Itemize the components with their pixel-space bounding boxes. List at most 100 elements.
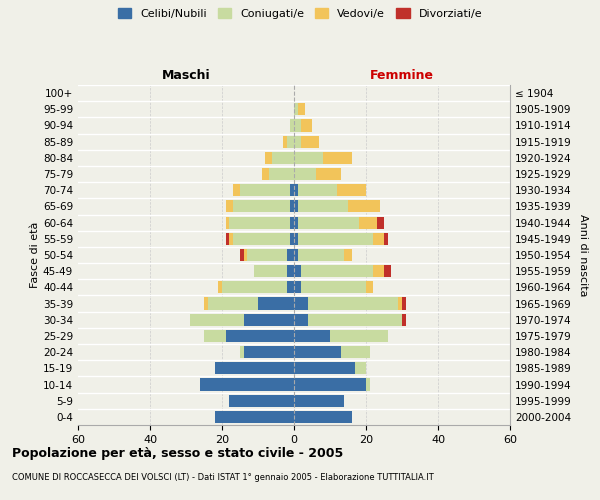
Bar [218,282,222,294]
Bar [366,378,370,390]
Bar [366,282,373,294]
Bar [287,249,294,261]
Bar [301,265,373,278]
Bar [215,411,294,423]
Bar [294,168,316,180]
Bar [294,378,366,390]
Bar [308,298,398,310]
Bar [294,346,341,358]
Bar [200,378,294,390]
Bar [384,232,388,245]
Bar [298,216,359,228]
Bar [215,362,294,374]
Bar [294,265,301,278]
Bar [233,200,290,212]
Bar [298,249,344,261]
Bar [298,200,348,212]
Legend: Celibi/Nubili, Coniugati/e, Vedovi/e, Divorziati/e: Celibi/Nubili, Coniugati/e, Vedovi/e, Di… [116,6,484,21]
Bar [402,314,406,326]
Bar [204,298,208,310]
Bar [262,168,269,180]
Bar [244,346,294,358]
Bar [290,120,294,132]
Bar [287,265,294,278]
Bar [294,232,298,245]
Text: COMUNE DI ROCCASECCA DEI VOLSCI (LT) - Dati ISTAT 1° gennaio 2005 - Elaborazione: COMUNE DI ROCCASECCA DEI VOLSCI (LT) - D… [12,472,434,482]
Bar [244,249,247,261]
Bar [294,200,298,212]
Bar [222,282,287,294]
Bar [287,282,294,294]
Bar [287,136,294,147]
Bar [294,330,330,342]
Bar [226,232,229,245]
Bar [294,394,344,407]
Bar [226,216,229,228]
Bar [298,184,337,196]
Bar [294,298,308,310]
Bar [398,298,402,310]
Bar [294,282,301,294]
Bar [294,184,298,196]
Bar [226,200,233,212]
Bar [290,184,294,196]
Bar [229,232,233,245]
Bar [226,330,294,342]
Bar [254,265,287,278]
Bar [272,152,294,164]
Bar [290,200,294,212]
Bar [301,136,319,147]
Bar [301,282,366,294]
Bar [258,298,294,310]
Bar [294,152,323,164]
Bar [247,249,287,261]
Bar [294,216,298,228]
Bar [294,120,301,132]
Bar [290,216,294,228]
Bar [298,232,373,245]
Bar [294,314,308,326]
Y-axis label: Fasce di età: Fasce di età [30,222,40,288]
Bar [269,168,294,180]
Bar [294,249,298,261]
Bar [290,232,294,245]
Bar [294,362,355,374]
Bar [377,216,384,228]
Bar [265,152,272,164]
Bar [294,103,298,116]
Bar [233,184,240,196]
Bar [323,152,352,164]
Bar [240,249,244,261]
Bar [240,184,290,196]
Text: Popolazione per età, sesso e stato civile - 2005: Popolazione per età, sesso e stato civil… [12,448,343,460]
Bar [373,265,384,278]
Bar [373,232,384,245]
Bar [190,314,244,326]
Bar [294,136,301,147]
Bar [348,200,380,212]
Bar [344,249,352,261]
Bar [355,362,366,374]
Bar [204,330,226,342]
Bar [298,103,305,116]
Bar [240,346,244,358]
Bar [244,314,294,326]
Bar [384,265,391,278]
Bar [283,136,287,147]
Bar [359,216,377,228]
Bar [341,346,370,358]
Bar [308,314,402,326]
Bar [337,184,366,196]
Bar [301,120,312,132]
Bar [294,411,352,423]
Y-axis label: Anni di nascita: Anni di nascita [578,214,588,296]
Bar [316,168,341,180]
Text: Femmine: Femmine [370,69,434,82]
Bar [229,216,290,228]
Bar [229,394,294,407]
Text: Maschi: Maschi [161,69,211,82]
Bar [233,232,290,245]
Bar [330,330,388,342]
Bar [208,298,258,310]
Bar [402,298,406,310]
